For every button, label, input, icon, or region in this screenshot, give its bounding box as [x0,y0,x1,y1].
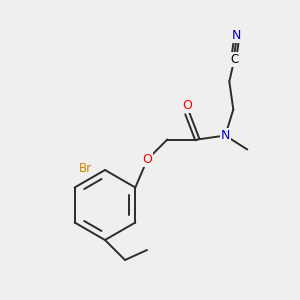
Text: N: N [232,29,241,42]
Text: Br: Br [79,163,92,176]
Text: O: O [182,99,192,112]
Text: O: O [142,153,152,166]
Text: N: N [220,129,230,142]
Text: C: C [230,53,238,66]
